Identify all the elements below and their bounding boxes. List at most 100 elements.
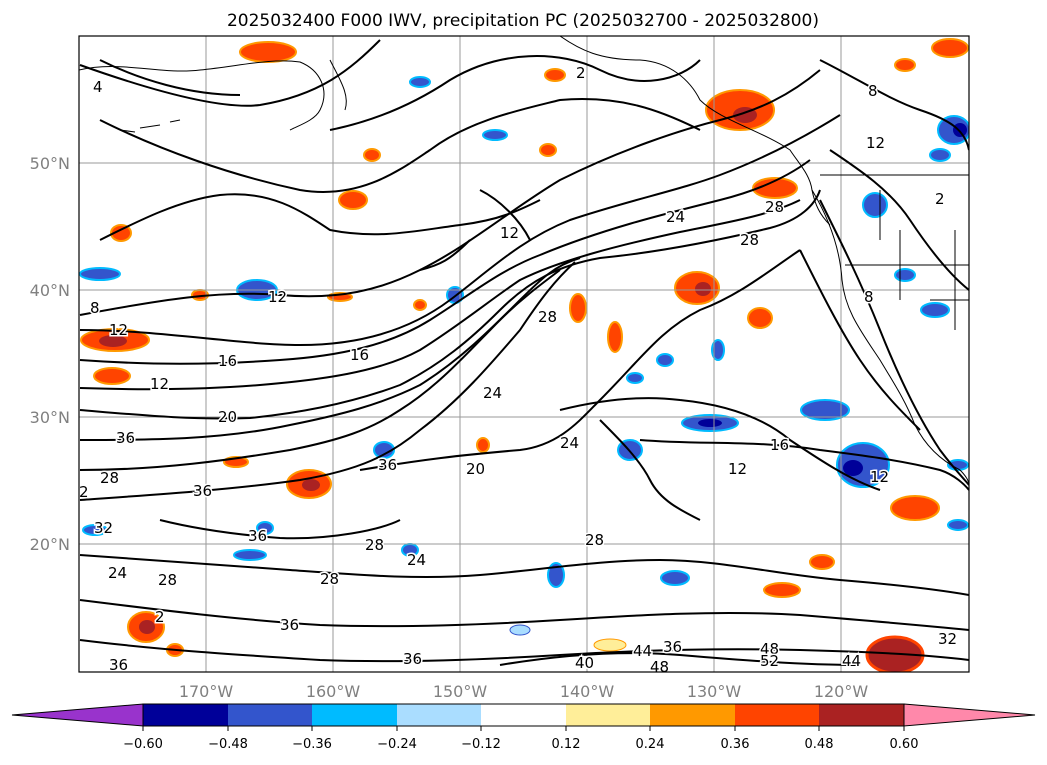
contour-label: 48 bbox=[760, 640, 779, 658]
contour-label: 12 bbox=[866, 134, 885, 152]
contour-label: 2 bbox=[576, 64, 586, 82]
contour-label: 36 bbox=[116, 429, 135, 447]
colorbar-frame bbox=[142, 703, 905, 727]
contour-label: 28 bbox=[365, 536, 384, 554]
contour-label: 32 bbox=[938, 630, 957, 648]
contour-label: 24 bbox=[108, 564, 127, 582]
contour-label: 52 bbox=[760, 652, 779, 670]
lon-label: 140°W bbox=[560, 682, 615, 701]
lon-label: 120°W bbox=[814, 682, 869, 701]
precip-patch bbox=[409, 76, 431, 88]
precip-patch bbox=[79, 267, 121, 281]
longitude-labels: 170°W 160°W 150°W 140°W 130°W 120°W bbox=[179, 682, 869, 701]
contour-label: 8 bbox=[90, 299, 100, 317]
precip-patch bbox=[809, 554, 835, 570]
colorbar-segment bbox=[650, 704, 735, 726]
precip-patch bbox=[698, 419, 722, 427]
precip-patch bbox=[256, 521, 274, 535]
contour-label: 24 bbox=[407, 551, 426, 569]
map-title: 2025032400 F000 IWV, precipitation PC (2… bbox=[227, 11, 819, 31]
precip-patch bbox=[752, 177, 798, 199]
contour-label: 16 bbox=[218, 352, 237, 370]
colorbar: −0.60 −0.48 −0.36 −0.24 −0.12 0.12 0.24 … bbox=[11, 703, 1036, 752]
precip-patch bbox=[139, 620, 155, 634]
map-frame bbox=[78, 35, 970, 673]
colorbar-tick-label: 0.48 bbox=[805, 737, 834, 752]
colorbar-segment bbox=[228, 704, 312, 726]
contour-label: 28 bbox=[585, 531, 604, 549]
colorbar-tick-label: 0.12 bbox=[552, 737, 581, 752]
contour-label: 12 bbox=[870, 468, 889, 486]
contour-label: 28 bbox=[765, 198, 784, 216]
precip-patch bbox=[894, 268, 916, 282]
contour-label: 2 bbox=[79, 483, 89, 501]
lon-label: 150°W bbox=[433, 682, 488, 701]
contour-label: 24 bbox=[483, 384, 502, 402]
contour-label: 44 bbox=[633, 642, 652, 660]
precip-patch bbox=[593, 638, 627, 652]
precip-patch bbox=[547, 562, 565, 588]
contour-label: 2 bbox=[155, 608, 165, 626]
contour-label: 12 bbox=[728, 460, 747, 478]
colorbar-tick-label: 0.36 bbox=[721, 737, 750, 752]
colorbar-ticks bbox=[142, 726, 905, 731]
contour-labels: 4 2 8 12 12 12 8 12 16 16 12 20 20 24 28… bbox=[79, 63, 959, 676]
contour-label: 28 bbox=[100, 469, 119, 487]
precip-patch bbox=[763, 582, 801, 598]
precip-patch bbox=[110, 224, 132, 242]
contour-label: 36 bbox=[193, 482, 212, 500]
colorbar-tick-label: −0.12 bbox=[461, 737, 501, 752]
precip-patch bbox=[239, 41, 297, 63]
precip-patch bbox=[476, 437, 490, 453]
precip-patch bbox=[695, 282, 711, 296]
precip-patch bbox=[569, 293, 587, 323]
precip-patch bbox=[747, 307, 773, 329]
colorbar-segment bbox=[566, 704, 650, 726]
map-area: 4 2 8 12 12 12 8 12 16 16 12 20 20 24 28… bbox=[79, 36, 969, 676]
contour-label: 44 bbox=[842, 652, 861, 670]
precip-patches bbox=[79, 38, 969, 672]
contour-label: 8 bbox=[864, 288, 874, 306]
precip-patch bbox=[843, 460, 863, 476]
contour-label: 12 bbox=[150, 375, 169, 393]
contour-label: 8 bbox=[868, 82, 878, 100]
colorbar-tick-label: −0.36 bbox=[292, 737, 332, 752]
contour-label: 36 bbox=[109, 656, 128, 674]
colorbar-extend-left bbox=[11, 703, 144, 727]
precip-patch bbox=[953, 123, 967, 137]
contour-label: 12 bbox=[268, 288, 287, 306]
precip-patch bbox=[660, 570, 690, 586]
lon-label: 170°W bbox=[179, 682, 234, 701]
precip-patch bbox=[920, 302, 950, 318]
precip-patch bbox=[363, 148, 381, 162]
lat-label: 20°N bbox=[30, 535, 70, 554]
precip-patch bbox=[890, 495, 940, 521]
precip-patch bbox=[99, 335, 127, 347]
contour-label: 2 bbox=[935, 190, 945, 208]
lon-label: 130°W bbox=[687, 682, 742, 701]
colorbar-segment bbox=[312, 704, 397, 726]
colorbar-tick-label: 0.60 bbox=[890, 737, 919, 752]
precip-patch bbox=[302, 479, 320, 491]
precip-patch bbox=[626, 372, 644, 384]
colorbar-tick-labels: −0.60 −0.48 −0.36 −0.24 −0.12 0.12 0.24 … bbox=[123, 737, 918, 752]
precip-patch bbox=[947, 519, 969, 531]
latitude-labels: 50°N 40°N 30°N 20°N bbox=[30, 154, 70, 554]
contour-label: 36 bbox=[248, 527, 267, 545]
lon-label: 160°W bbox=[306, 682, 361, 701]
contour-label: 12 bbox=[109, 321, 128, 339]
contour-label: 48 bbox=[650, 658, 669, 676]
precip-patch bbox=[544, 68, 566, 82]
contour-label: 12 bbox=[500, 224, 519, 242]
contour-label: 20 bbox=[218, 408, 237, 426]
colorbar-segment bbox=[735, 704, 819, 726]
precip-patch bbox=[82, 524, 108, 536]
contour-label: 28 bbox=[158, 571, 177, 589]
contour-label: 32 bbox=[94, 519, 113, 537]
lat-label: 50°N bbox=[30, 154, 70, 173]
contour-label: 16 bbox=[770, 436, 789, 454]
contour-label: 40 bbox=[575, 654, 594, 672]
contour-label: 36 bbox=[663, 638, 682, 656]
precip-patch bbox=[800, 399, 850, 421]
contour-label: 36 bbox=[378, 456, 397, 474]
